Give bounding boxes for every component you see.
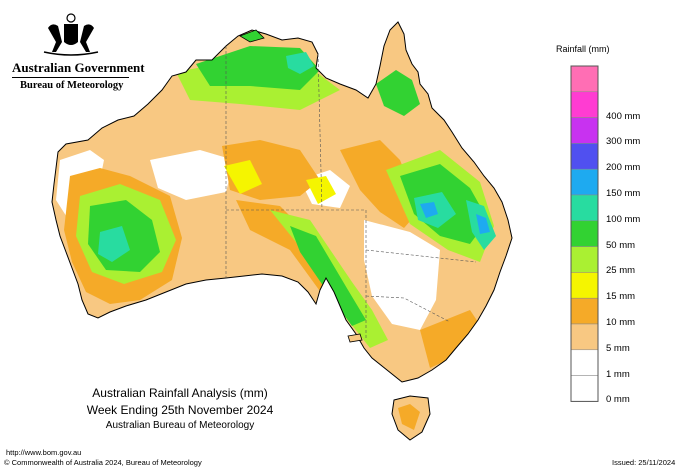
legend-swatch (570, 220, 599, 247)
australia-mainland (51, 21, 513, 383)
legend-label: 5 mm (606, 342, 630, 354)
legend-label: 25 mm (606, 265, 636, 277)
legend-color-bar (570, 65, 599, 402)
legend-label: 300 mm (606, 136, 641, 148)
government-name: Australian Government (12, 60, 145, 75)
header-divider (12, 77, 129, 78)
issued-date: Issued: 25/11/2024 (612, 458, 676, 467)
legend-swatch (570, 349, 599, 376)
legend-label: 200 mm (606, 162, 641, 174)
legend-swatch (570, 143, 599, 170)
legend-label: 50 mm (606, 239, 636, 251)
legend-swatch (570, 168, 599, 196)
kangaroo-island (347, 333, 363, 343)
legend-title: Rainfall (mm) (556, 44, 610, 54)
legend-label: 10 mm (606, 317, 636, 328)
legend-swatch (570, 297, 599, 325)
rainfall-zones (56, 46, 496, 368)
legend-swatch (570, 65, 599, 93)
legend-label: 150 mm (606, 188, 641, 199)
legend-swatch (570, 272, 599, 299)
legend-label: 400 mm (606, 110, 641, 122)
legend-swatch (570, 117, 599, 144)
map-subtitle: Week Ending 25th November 2024 (86, 403, 274, 417)
map-title: Australian Rainfall Analysis (mm) (92, 386, 268, 400)
copyright-notice: © Commonwealth of Australia 2024, Bureau… (4, 458, 202, 467)
melville-island (239, 29, 265, 43)
tasmania-rain-zone (398, 404, 420, 430)
legend-swatch (570, 194, 599, 222)
bom-url[interactable]: http://www.bom.gov.au (6, 448, 82, 457)
legend-border (570, 65, 599, 402)
legend-label: 100 mm (606, 213, 641, 225)
legend-swatch (570, 246, 599, 273)
legend-label: 1 mm (606, 368, 630, 380)
legend-label: 15 mm (606, 291, 636, 303)
legend-swatch (570, 375, 599, 402)
legend-swatch (570, 323, 599, 351)
legend-label: 0 mm (606, 394, 630, 406)
legend-swatch (570, 91, 599, 118)
bureau-name: Bureau of Meteorology (20, 80, 124, 91)
coat-of-arms-icon (43, 13, 99, 56)
state-borders (225, 46, 477, 338)
map-source: Australian Bureau of Meteorology (105, 420, 255, 431)
